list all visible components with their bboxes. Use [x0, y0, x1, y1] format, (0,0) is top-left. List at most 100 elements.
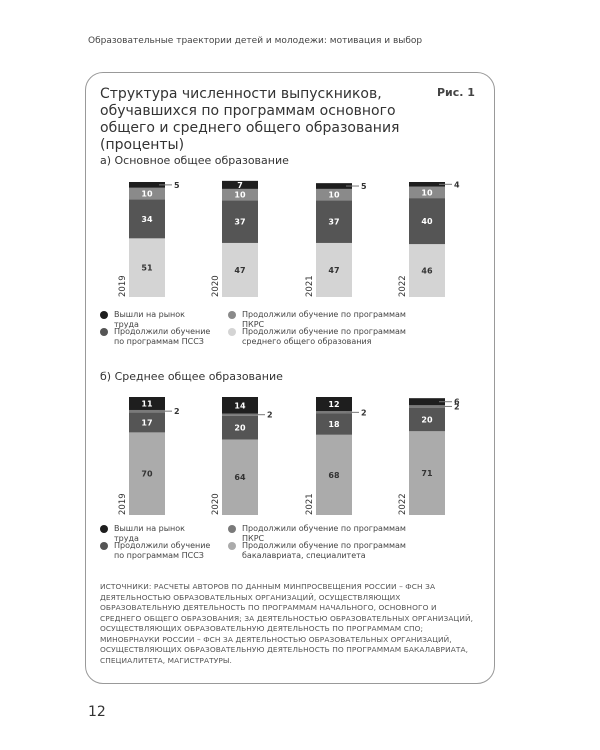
year-label: 2022 [398, 275, 408, 297]
bar-segment [129, 432, 165, 515]
value-label: 47 [234, 266, 245, 275]
bar-segment [222, 188, 258, 201]
bar-segment [409, 186, 445, 199]
value-label: 2 [267, 411, 273, 420]
bar-segment [222, 200, 258, 243]
legend-label: Вышли на рынок труда [114, 524, 186, 543]
figure-title: Структура численности выпускников, обуча… [100, 86, 400, 153]
bar-segment [222, 242, 258, 297]
legend-swatch [228, 525, 236, 533]
legend-item: Продолжили обучение по программам ПКРС [228, 310, 418, 330]
legend-swatch [228, 328, 236, 336]
year-label: 2019 [118, 493, 128, 515]
legend-item: Вышли на рынок труда [100, 310, 212, 330]
bar-segment [222, 415, 258, 440]
bar-segment [316, 200, 352, 243]
value-label: 10 [421, 188, 433, 197]
bar-segment [409, 405, 445, 408]
value-label: 12 [328, 400, 339, 409]
bar-segment [316, 413, 352, 435]
value-label: 4 [454, 180, 460, 189]
value-label: 5 [361, 182, 367, 191]
legend-label: Продолжили обучение по программам средне… [242, 327, 406, 346]
bar-segment [129, 397, 165, 410]
bar-segment [316, 434, 352, 515]
legend-label: Продолжили обучение по программам ПССЗ [114, 541, 211, 560]
value-label: 10 [328, 191, 340, 200]
figure-label: Рис. 1 [437, 86, 475, 99]
legend-swatch [228, 311, 236, 319]
bar-segment [316, 242, 352, 297]
bar-segment [409, 407, 445, 432]
legend-item: Продолжили обучение по программам средне… [228, 327, 418, 347]
value-label: 11 [141, 399, 153, 408]
legend-label: Продолжили обучение по программам ПКРС [242, 310, 406, 329]
source-note: ИСТОЧНИКИ: РАСЧЕТЫ АВТОРОВ ПО ДАННЫМ МИН… [100, 582, 474, 665]
bar-segment [129, 182, 165, 188]
bar-segment [316, 183, 352, 189]
year-label: 2022 [398, 493, 408, 515]
value-label: 5 [174, 181, 180, 190]
value-label: 71 [421, 469, 433, 478]
value-label: 51 [141, 264, 153, 273]
running-header: Образовательные траектории детей и молод… [88, 36, 423, 46]
legend-item: Продолжили обучение по программам бакала… [228, 541, 418, 561]
value-label: 2 [454, 402, 460, 411]
value-label: 20 [234, 424, 246, 433]
bar-segment [129, 412, 165, 433]
bar-segment [409, 244, 445, 297]
year-label: 2020 [211, 493, 221, 515]
legend-item: Продолжили обучение по программам ПКРС [228, 524, 418, 544]
bar-segment [222, 180, 258, 189]
chart-subtitle: а) Основное общее образование [100, 154, 289, 167]
year-label: 2020 [211, 275, 221, 297]
bar-segment [129, 409, 165, 413]
year-label: 2021 [305, 275, 315, 297]
bar-segment [316, 411, 352, 414]
value-label: 7 [237, 181, 243, 190]
legend-item: Продолжили обучение по программам ПССЗ [100, 541, 212, 561]
bar-segment [409, 198, 445, 245]
legend-swatch [100, 542, 108, 550]
legend-label: Продолжили обучение по программам ПССЗ [114, 327, 211, 346]
legend-swatch [100, 311, 108, 319]
year-label: 2021 [305, 493, 315, 515]
value-label: 70 [141, 470, 153, 479]
legend-label: Продолжили обучение по программам бакала… [242, 541, 406, 560]
value-label: 34 [141, 215, 153, 224]
legend-label: Продолжили обучение по программам ПКРС [242, 524, 406, 543]
bar-segment [316, 188, 352, 201]
legend-swatch [100, 525, 108, 533]
value-label: 18 [328, 420, 340, 429]
value-label: 2 [361, 408, 367, 417]
bar-segment [129, 199, 165, 239]
legend-item: Продолжили обучение по программам ПССЗ [100, 327, 212, 347]
value-label: 64 [234, 473, 246, 482]
bar-segment [129, 187, 165, 200]
chart-subtitle: б) Среднее общее образование [100, 370, 283, 383]
bar-segment [222, 397, 258, 414]
bar-segment [222, 439, 258, 515]
figure-frame [85, 72, 495, 684]
value-label: 20 [421, 415, 433, 424]
bar-segment [409, 398, 445, 406]
bar-segment [316, 397, 352, 412]
value-label: 37 [234, 218, 245, 227]
value-label: 68 [328, 471, 340, 480]
value-label: 2 [174, 407, 180, 416]
legend-item: Вышли на рынок труда [100, 524, 212, 544]
value-label: 14 [234, 401, 246, 410]
page-number: 12 [88, 704, 106, 720]
legend-swatch [228, 542, 236, 550]
value-label: 10 [234, 191, 246, 200]
value-label: 46 [421, 267, 433, 276]
value-label: 40 [421, 217, 433, 226]
value-label: 10 [141, 190, 153, 199]
legend-label: Вышли на рынок труда [114, 310, 186, 329]
legend-swatch [100, 328, 108, 336]
bar-segment [222, 413, 258, 416]
year-label: 2019 [118, 275, 128, 297]
bar-segment [409, 431, 445, 515]
